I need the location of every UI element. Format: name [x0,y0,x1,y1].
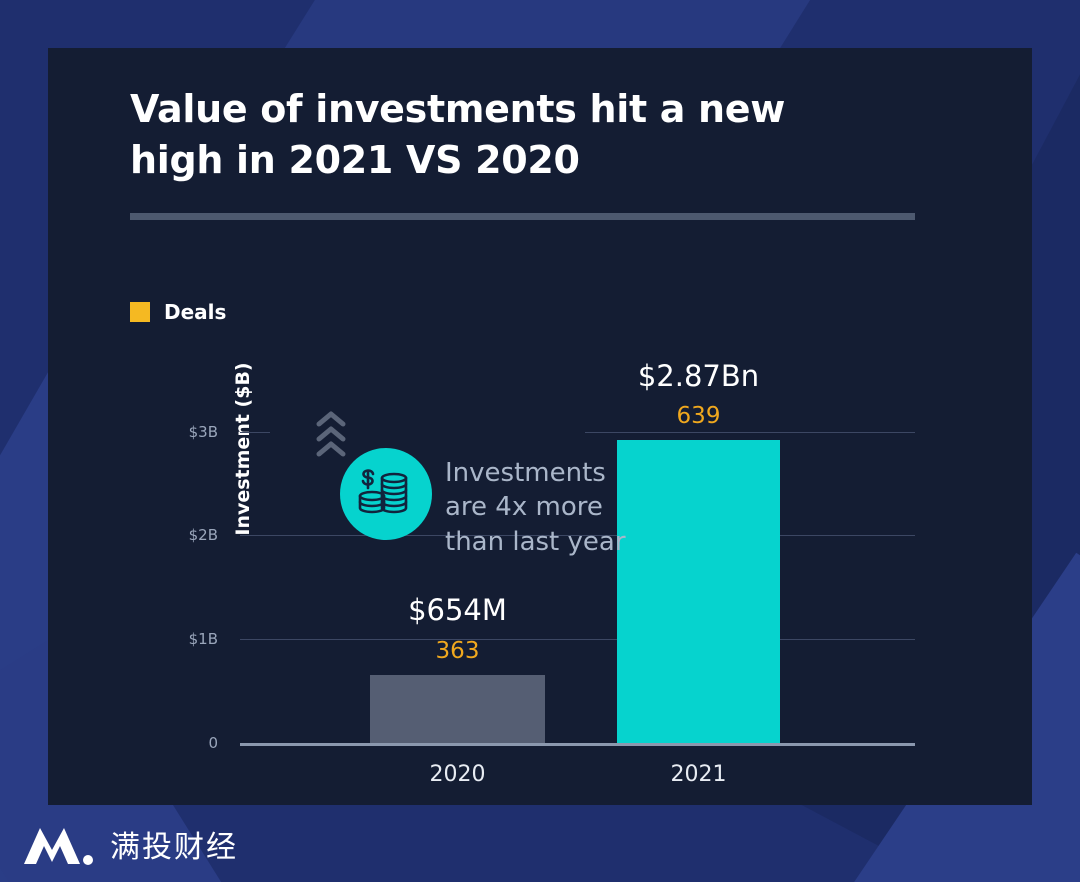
legend-item-label: Deals [164,300,227,324]
axis-zero-line [240,743,915,746]
y-tick-3b: $3B [188,423,218,441]
triple-chevron-up-icon [316,411,346,461]
plot-area: Investment ($B) 0 $1B $2B $3B $654M 363 … [48,48,1032,805]
callout-text: Investments are 4x more than last year [445,458,626,557]
gridline-2b [240,535,915,536]
coin-stack-dollar-icon [340,448,432,540]
brand-name: 满投财经 [110,830,238,865]
bar-deals-count-2020: 363 [435,638,480,664]
y-tick-1b: $1B [188,630,218,648]
brand-footer: 满投财经 [22,822,238,866]
bar-deals-count-2021: 639 [676,403,721,429]
bar-value-2021: $2.87Bn [637,359,760,393]
chart-card: Value of investments hit a new high in 2… [48,48,1032,805]
title-divider [130,213,915,220]
y-tick-2b: $2B [188,526,218,544]
x-tick-2020: 2020 [429,762,486,787]
y-tick-0: 0 [208,734,218,752]
yellow-square-swatch-icon [130,302,150,322]
bar-value-2020: $654M [408,593,507,627]
bar-2020[interactable] [370,675,545,743]
gridline-1b [240,639,915,640]
x-tick-2021: 2021 [670,762,727,787]
gridline-3b-stub [240,432,270,433]
y-axis-title: Investment ($B) [232,362,254,536]
bar-2021[interactable] [617,440,780,743]
gridline-3b [585,432,915,433]
manto-double-peak-logo-icon [24,828,93,865]
page-title: Value of investments hit a new high in 2… [130,87,786,182]
chart-legend: Deals [130,300,226,324]
